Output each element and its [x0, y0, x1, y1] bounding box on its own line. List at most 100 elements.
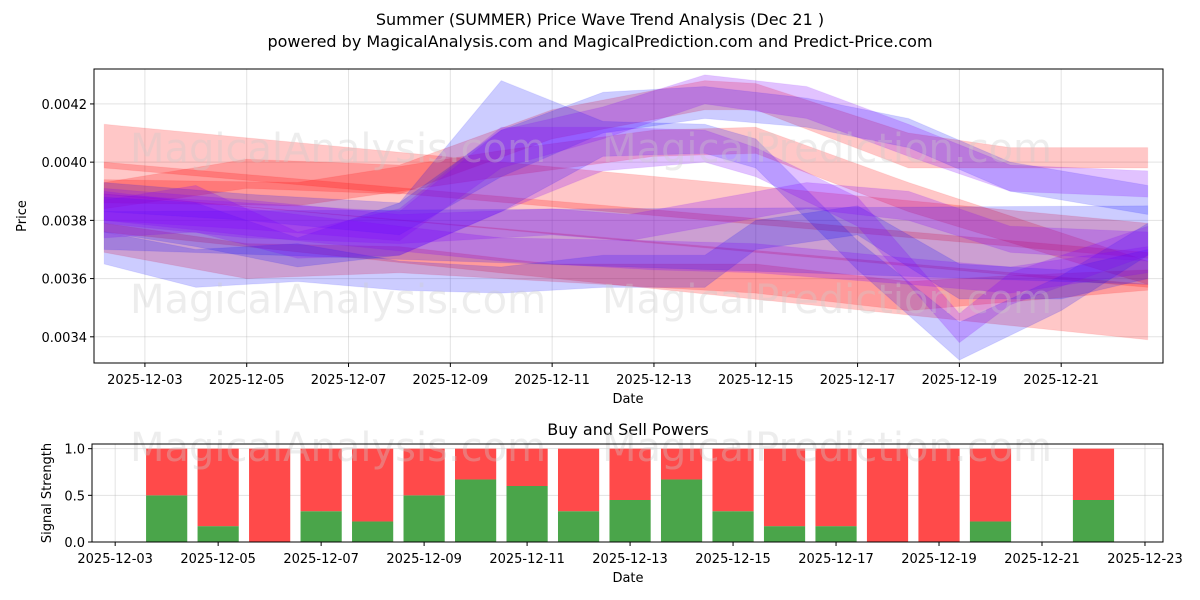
watermark-1: MagicalAnalysis.com [130, 126, 546, 172]
buy-bar-2025-12-11 [506, 486, 548, 542]
buy-bar-2025-12-04 [146, 495, 188, 542]
chart-title: Summer (SUMMER) Price Wave Trend Analysi… [375, 10, 825, 29]
bottom-x-tick-label: 2025-12-05 [180, 552, 256, 567]
wave-band-blue-8 [103, 80, 1149, 361]
bottom-y-ticks: 0.0 0.5 1.0 [64, 443, 92, 551]
wave-band-red-3 [103, 193, 1149, 341]
top-x-tick-label: 2025-12-03 [107, 373, 183, 388]
bottom-x-tick-label: 2025-12-09 [386, 552, 462, 567]
top-y-tick-label: 0.0038 [42, 214, 88, 229]
wave-band-blue-10 [103, 85, 1149, 236]
top-x-tick-label: 2025-12-21 [1023, 373, 1099, 388]
watermark-5: MagicalAnalysis.com [130, 425, 546, 471]
bottom-chart-title: Buy and Sell Powers [547, 420, 709, 439]
wave-band-purple-12 [103, 182, 1149, 262]
top-y-ticks: 0.0034 0.0036 0.0038 0.0040 0.0042 [42, 98, 94, 346]
sell-bar-2025-12-10 [455, 448, 497, 480]
sell-bar-2025-12-06 [249, 448, 291, 542]
top-x-tick-label: 2025-12-17 [820, 373, 896, 388]
price-wave-bands [103, 74, 1149, 361]
wave-band-red-6 [103, 222, 1149, 312]
sell-bar-2025-12-11 [506, 448, 548, 486]
wave-band-purple-11 [103, 126, 1149, 344]
top-watermarks: MagicalAnalysis.com MagicalPrediction.co… [130, 126, 1052, 323]
buy-bar-2025-12-15 [712, 511, 754, 542]
watermark-6: MagicalPrediction.com [602, 425, 1052, 471]
bottom-x-tick-label: 2025-12-11 [489, 552, 565, 567]
top-y-tick-label: 0.0042 [42, 98, 88, 113]
wave-band-red-2 [103, 161, 1149, 288]
top-x-ticks: 2025-12-03 2025-12-05 2025-12-07 2025-12-09… [107, 363, 1099, 388]
sell-bar-2025-12-04 [146, 448, 188, 496]
sell-bar-2025-12-05 [197, 448, 239, 527]
bottom-y-axis-label: Signal Strength [40, 443, 55, 543]
bottom-y-tick-label: 0.0 [64, 536, 85, 551]
bottom-x-tick-label: 2025-12-17 [798, 552, 874, 567]
bottom-plot-frame [91, 443, 1164, 543]
sell-bar-2025-12-18 [866, 448, 909, 542]
sell-bar-2025-12-08 [352, 448, 394, 522]
buy-sell-bars [146, 448, 1115, 542]
buy-bar-2025-12-08 [352, 521, 394, 542]
buy-bar-2025-12-05 [197, 526, 239, 542]
buy-bar-2025-12-13 [609, 500, 651, 542]
sell-bar-2025-12-14 [660, 448, 703, 480]
sell-bar-2025-12-16 [763, 448, 806, 527]
sell-bar-2025-12-13 [609, 448, 651, 500]
wave-band-red-5 [103, 80, 1149, 210]
bottom-x-ticks: 2025-12-03 2025-12-05 2025-12-07 2025-12-09… [77, 542, 1183, 567]
sell-bar-2025-12-22 [1072, 448, 1115, 500]
sell-bar-2025-12-20 [969, 448, 1012, 522]
top-x-tick-label: 2025-12-15 [718, 373, 794, 388]
buy-bar-2025-12-14 [660, 479, 703, 542]
top-x-tick-label: 2025-12-09 [413, 373, 489, 388]
sell-bar-2025-12-17 [815, 448, 857, 527]
sell-bar-2025-12-12 [557, 448, 600, 512]
top-x-axis-label: Date [612, 392, 643, 407]
bottom-x-tick-label: 2025-12-15 [695, 552, 771, 567]
bottom-x-tick-label: 2025-12-13 [592, 552, 668, 567]
wave-band-purple-14 [103, 190, 1149, 294]
top-x-tick-label: 2025-12-13 [616, 373, 692, 388]
bottom-x-tick-label: 2025-12-23 [1107, 552, 1183, 567]
wave-band-red-4 [103, 126, 1149, 285]
watermark-4: MagicalPrediction.com [602, 277, 1052, 323]
sell-bar-2025-12-19 [918, 448, 960, 542]
top-y-tick-label: 0.0040 [42, 156, 88, 171]
sell-bar-2025-12-07 [300, 448, 342, 512]
top-plot-frame [93, 68, 1164, 364]
buy-bar-2025-12-10 [455, 479, 497, 542]
buy-bar-2025-12-12 [557, 511, 600, 542]
top-grid [94, 69, 1163, 363]
buy-bar-2025-12-22 [1072, 500, 1115, 542]
top-x-tick-label: 2025-12-07 [311, 373, 387, 388]
buy-bar-2025-12-09 [403, 495, 445, 542]
wave-band-purple-13 [103, 74, 1149, 242]
buy-bar-2025-12-17 [815, 526, 857, 542]
bottom-x-tick-label: 2025-12-07 [283, 552, 359, 567]
top-y-tick-label: 0.0036 [42, 273, 88, 288]
buy-bar-2025-12-16 [763, 526, 806, 542]
sell-bar-2025-12-15 [712, 448, 754, 512]
buy-bar-2025-12-07 [300, 511, 342, 542]
wave-band-blue-7 [103, 205, 1149, 285]
bottom-x-tick-label: 2025-12-03 [77, 552, 153, 567]
bottom-x-tick-label: 2025-12-19 [901, 552, 977, 567]
wave-band-blue-9 [103, 205, 1149, 300]
bottom-y-tick-label: 0.5 [64, 489, 85, 504]
bottom-x-tick-label: 2025-12-21 [1004, 552, 1080, 567]
bottom-x-axis-label: Date [612, 571, 643, 586]
watermark-3: MagicalAnalysis.com [130, 277, 546, 323]
buy-bar-2025-12-20 [969, 521, 1012, 542]
top-y-tick-label: 0.0034 [42, 331, 88, 346]
watermark-2: MagicalPrediction.com [602, 126, 1052, 172]
bottom-watermarks: MagicalAnalysis.com MagicalPrediction.co… [130, 425, 1052, 471]
wave-band-red-1 [103, 123, 1149, 259]
top-x-tick-label: 2025-12-19 [922, 373, 998, 388]
top-x-tick-label: 2025-12-05 [209, 373, 285, 388]
top-x-tick-label: 2025-12-11 [514, 373, 590, 388]
sell-bar-2025-12-09 [403, 448, 445, 496]
bottom-y-tick-label: 1.0 [64, 443, 85, 458]
chart-subtitle: powered by MagicalAnalysis.com and Magic… [267, 32, 933, 51]
